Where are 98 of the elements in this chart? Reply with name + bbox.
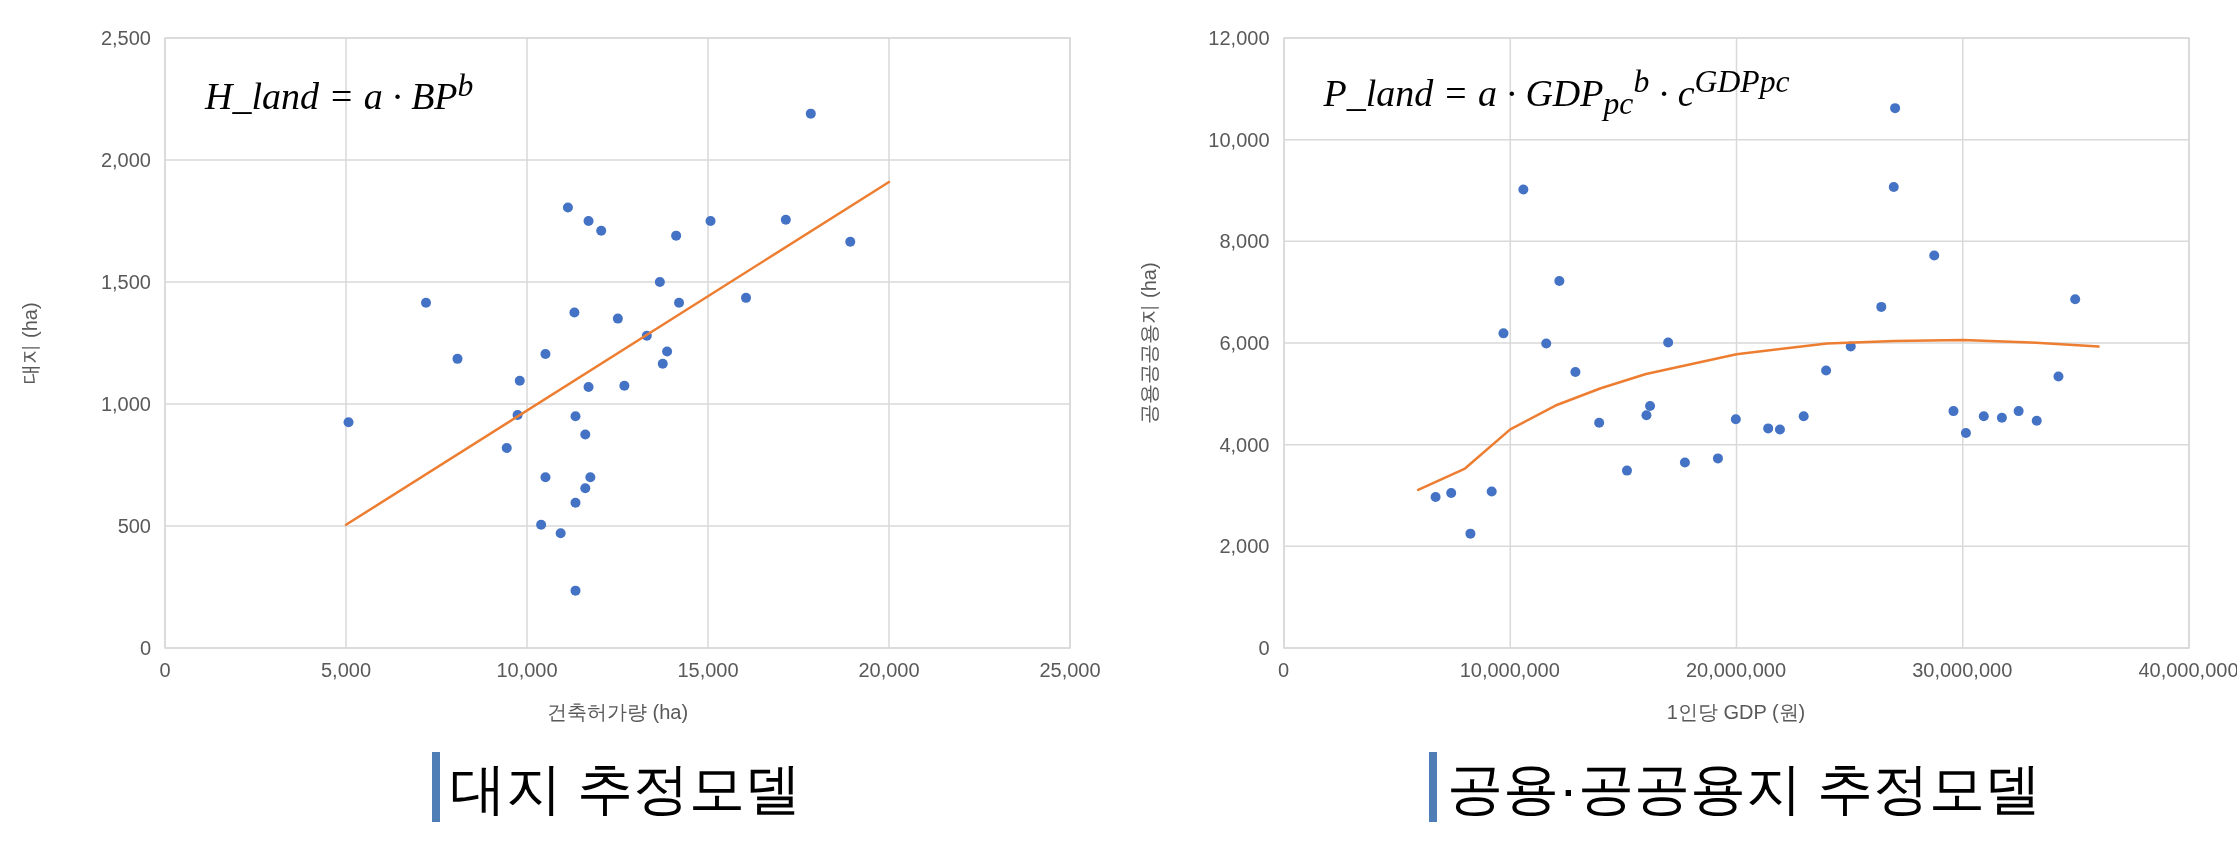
text: 대지 추정모델 (449, 756, 802, 822)
point (583, 216, 594, 226)
point (1662, 337, 1673, 348)
point (570, 411, 581, 422)
point (540, 472, 551, 483)
point (612, 313, 623, 324)
y-tick-label: 2,000 (100, 148, 151, 172)
point (585, 472, 596, 483)
point (1553, 275, 1564, 286)
point (1644, 401, 1655, 412)
y-tick-label: 4,000 (1219, 433, 1270, 457)
point (657, 358, 668, 369)
point (1762, 423, 1773, 434)
point (343, 417, 354, 428)
point (501, 442, 512, 453)
point (2069, 294, 2080, 305)
point (596, 225, 607, 236)
x-tick-label: 25,000 (1039, 658, 1101, 682)
point (536, 519, 547, 530)
point (2013, 406, 2024, 417)
point (555, 528, 566, 539)
annotation: P_land = a · GDP$_{pc}$$^{b}$ · c$^{GDPpc}$ (1323, 63, 1790, 123)
x-tick-label: 5,000 (320, 658, 372, 682)
x-tick-label: 40,000,000 (2138, 658, 2237, 682)
point (1798, 411, 1809, 422)
point (1540, 338, 1551, 349)
y-tick-label: 12,000 (1208, 26, 1270, 50)
point (1978, 411, 1989, 422)
point (674, 297, 685, 308)
x-tick-label: 20,000 (858, 658, 920, 682)
point (1888, 181, 1899, 192)
point (452, 353, 463, 364)
point (1928, 250, 1939, 261)
y-tick-label: 6,000 (1219, 331, 1270, 355)
point (1640, 410, 1651, 421)
point (421, 297, 431, 308)
point (705, 216, 716, 226)
y-tick-label: 8,000 (1219, 229, 1270, 253)
point (570, 497, 581, 508)
point (583, 381, 594, 392)
text: 공용·공공용지 추정모델 (1446, 756, 2042, 822)
x-axis-title: 건축허가량 (ha) (546, 699, 689, 725)
point (1960, 427, 1971, 438)
point (569, 307, 580, 318)
point (1679, 457, 1690, 468)
x-tick-label: 15,000 (677, 658, 739, 682)
point (1875, 301, 1886, 312)
point (805, 108, 816, 119)
point (1569, 366, 1580, 377)
y-tick-label: 2,000 (1219, 534, 1270, 558)
x-tick-label: 10,000 (496, 658, 558, 682)
x-tick-label: 0 (1277, 658, 1290, 682)
x-tick-label: 20,000,000 (1685, 658, 1787, 682)
point (1517, 184, 1528, 195)
point (780, 214, 791, 225)
point (1730, 414, 1741, 425)
point (1621, 465, 1632, 476)
point (654, 277, 665, 287)
point (845, 236, 856, 247)
point (1430, 492, 1441, 503)
point (1445, 487, 1456, 498)
point (514, 375, 525, 386)
y-tick-label: 500 (117, 514, 151, 538)
y-axis-title: 공용공공용지 (ha) (1136, 262, 1161, 424)
point (580, 429, 591, 440)
y-axis-title: 대지 (ha) (17, 302, 42, 384)
x-tick-label: 10,000,000 (1459, 658, 1560, 682)
point (1774, 424, 1785, 435)
point (1996, 412, 2007, 423)
point (619, 380, 630, 391)
point (2052, 371, 2063, 382)
point (1712, 453, 1723, 464)
y-tick-label: 1,000 (100, 392, 151, 416)
point (1820, 365, 1831, 376)
annotation: H_land = a · BP$^{b}$ (205, 67, 474, 119)
point (1593, 417, 1604, 428)
point (1486, 486, 1497, 497)
y-tick-label: 0 (139, 636, 151, 660)
point (1497, 328, 1508, 339)
point (562, 202, 573, 213)
point (1947, 406, 1958, 417)
point (2031, 415, 2042, 426)
point (662, 346, 673, 357)
x-tick-label: 0 (159, 658, 171, 682)
y-tick-label: 0 (1258, 636, 1270, 660)
point (1464, 528, 1475, 539)
x-tick-label: 30,000,000 (1912, 658, 2013, 682)
line-series (1416, 338, 2100, 492)
y-tick-label: 2,500 (100, 26, 151, 50)
y-tick-label: 10,000 (1208, 128, 1270, 152)
point (570, 585, 581, 596)
point (741, 292, 752, 303)
y-tick-label: 1,500 (100, 270, 151, 294)
x-axis-title: 1인당 GDP (원) (1666, 699, 1806, 725)
point (540, 348, 551, 359)
point (671, 230, 682, 241)
point (1889, 103, 1900, 114)
point (580, 483, 591, 494)
